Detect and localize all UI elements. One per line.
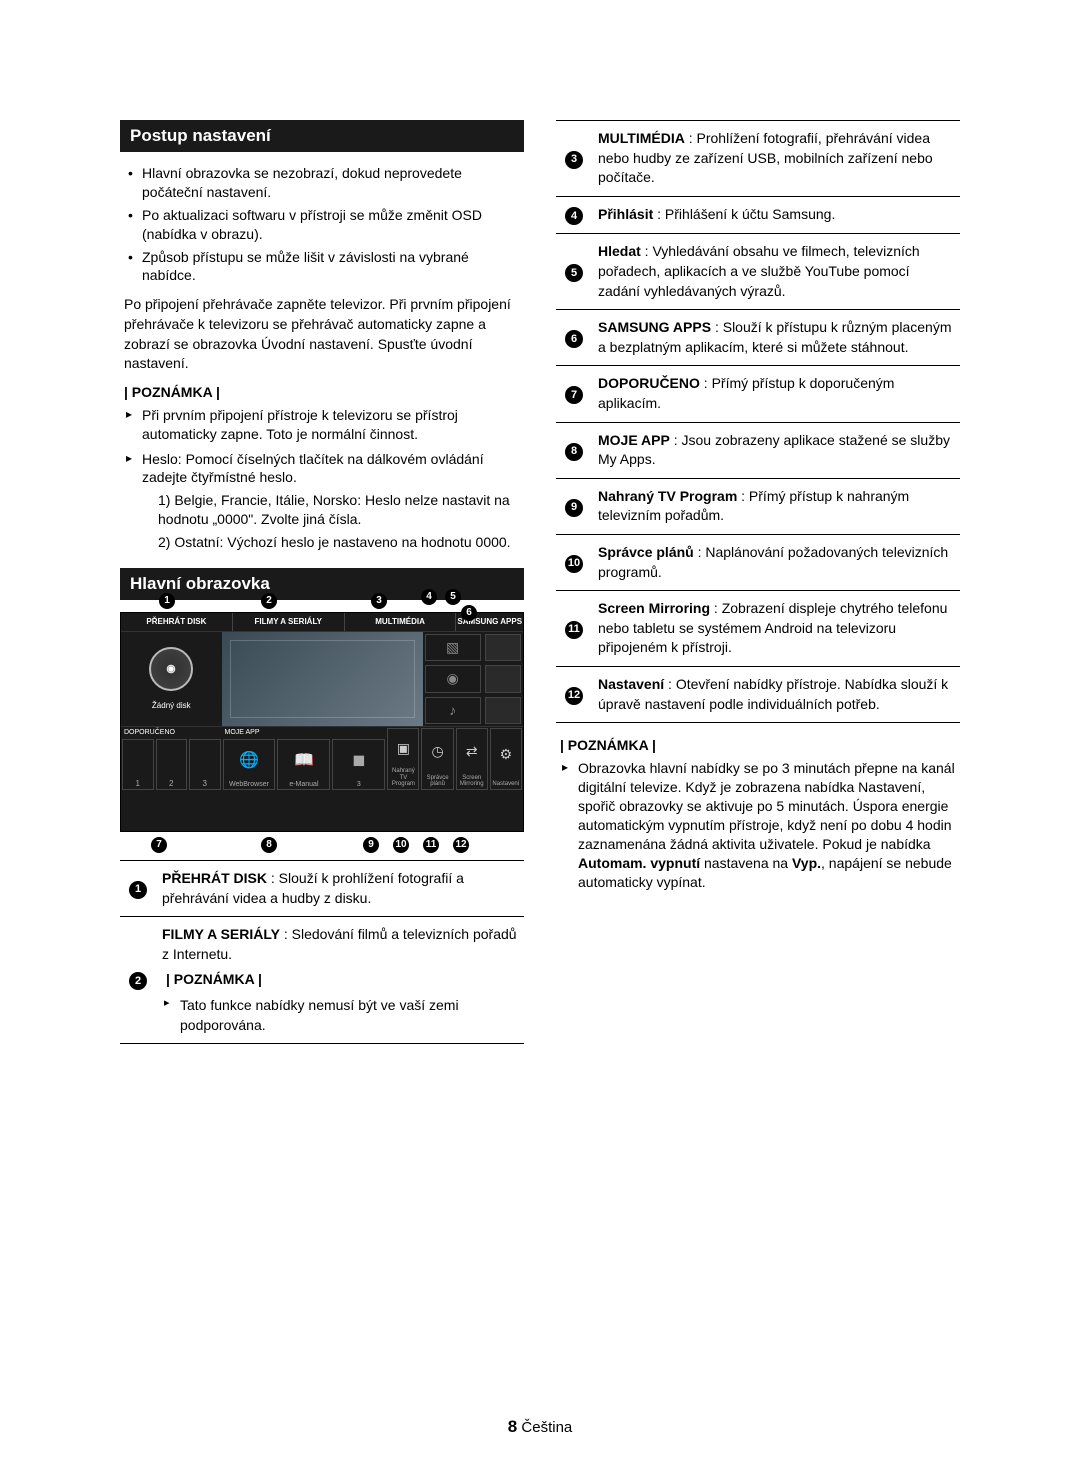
num-badge: 8 [565,443,583,461]
callout-12: 12 [453,837,469,853]
right-note-list: Obrazovka hlavní nabídky se po 3 minutác… [556,759,960,891]
num-badge: 1 [129,881,147,899]
table-row: 5 Hledat : Vyhledávání obsahu ve filmech,… [556,234,960,310]
right-column: 3 MULTIMÉDIA : Prohlížení fotografií, pře… [556,120,960,1044]
subnote: 1) Belgie, Francie, Itálie, Norsko: Hesl… [158,491,524,529]
page-footer: 8 Čeština [0,1417,1080,1437]
num-badge: 2 [129,972,147,990]
num-badge: 12 [565,687,583,705]
callout-4: 4 [421,589,437,605]
num-badge: 6 [565,330,583,348]
def-text: Screen Mirroring : Zobrazení displeje ch… [592,591,960,667]
def-text: SAMSUNG APPS : Slouží k přístupu k různý… [592,310,960,366]
callout-1: 1 [159,593,175,609]
left-def-table: 1 PŘEHRÁT DISK : Slouží k prohlížení fot… [120,860,524,1044]
right-note-label: | POZNÁMKA | [560,737,960,753]
def-text: MULTIMÉDIA : Prohlížení fotografií, přeh… [592,121,960,197]
num-cell: 1 [120,860,156,916]
callout-9: 9 [363,837,379,853]
num-badge: 11 [565,621,583,639]
home-screen-mock: PŘEHRÁT DISK FILMY A SERIÁLY MULTIMÉDIA … [120,612,524,832]
section1-paragraph: Po připojení přehrávače zapněte televizo… [124,295,520,373]
subnote: 2) Ostatní: Výchozí heslo je nastaveno n… [158,533,524,552]
callout-8: 8 [261,837,277,853]
section1-title: Postup nastavení [120,120,524,152]
table-row: 9 Nahraný TV Program : Přímý přístup k na… [556,478,960,534]
def-text: MOJE APP : Jsou zobrazeny aplikace staže… [592,422,960,478]
table-row: 3 MULTIMÉDIA : Prohlížení fotografií, pře… [556,121,960,197]
table-row: 1 PŘEHRÁT DISK : Slouží k prohlížení fot… [120,860,524,916]
num-badge: 7 [565,386,583,404]
note-item: Heslo: Pomocí číselných tlačítek na dálk… [142,450,524,552]
note-subitems: 1) Belgie, Francie, Itálie, Norsko: Hesl… [142,491,524,552]
page-language: Čeština [521,1419,572,1436]
callout-markers: 1 2 3 4 5 6 7 8 9 10 11 12 [121,613,523,831]
bullet: Hlavní obrazovka se nezobrazí, dokud nep… [142,164,524,202]
callout-6: 6 [461,605,477,621]
section1-bullets: Hlavní obrazovka se nezobrazí, dokud nep… [120,164,524,285]
def-text: Hledat : Vyhledávání obsahu ve filmech, … [592,234,960,310]
table-row: 2 FILMY A SERIÁLY : Sledování filmů a te… [120,917,524,1044]
page-number: 8 [508,1417,517,1436]
right-note-text: Obrazovka hlavní nabídky se po 3 minutác… [578,759,960,891]
num-cell: 2 [120,917,156,1044]
section1-notes: Při prvním připojení přístroje k televiz… [120,406,524,552]
num-badge: 5 [565,264,583,282]
def-text: FILMY A SERIÁLY : Sledování filmů a tele… [156,917,524,1044]
bullet: Po aktualizaci softwaru v přístroji se m… [142,206,524,244]
callout-2: 2 [261,593,277,609]
callout-10: 10 [393,837,409,853]
table-row: 6 SAMSUNG APPS : Slouží k přístupu k různ… [556,310,960,366]
def-text: Nahraný TV Program : Přímý přístup k nah… [592,478,960,534]
num-badge: 3 [565,151,583,169]
num-badge: 4 [565,207,583,225]
table-row: 8 MOJE APP : Jsou zobrazeny aplikace staž… [556,422,960,478]
table-row: 12 Nastavení : Otevření nabídky přístroje… [556,666,960,722]
callout-3: 3 [371,593,387,609]
note-text: Heslo: Pomocí číselných tlačítek na dálk… [142,451,484,486]
left-column: Postup nastavení Hlavní obrazovka se nez… [120,120,524,1044]
note-item: Při prvním připojení přístroje k televiz… [142,406,524,444]
def-text: DOPORUČENO : Přímý přístup k doporučeným… [592,366,960,422]
table-row: 7 DOPORUČENO : Přímý přístup k doporučený… [556,366,960,422]
def-text: Přihlásit : Přihlášení k účtu Samsung. [592,196,960,234]
table-row: 4 Přihlásit : Přihlášení k účtu Samsung. [556,196,960,234]
table-row: 10 Správce plánů : Naplánování požadovaný… [556,535,960,591]
bullet: Způsob přístupu se může lišit v závislos… [142,248,524,286]
num-badge: 10 [565,555,583,573]
page-columns: Postup nastavení Hlavní obrazovka se nez… [120,120,960,1044]
right-def-table: 3 MULTIMÉDIA : Prohlížení fotografií, pře… [556,120,960,723]
table-row: 11 Screen Mirroring : Zobrazení displeje … [556,591,960,667]
section2-title: Hlavní obrazovka [120,568,524,600]
num-badge: 9 [565,499,583,517]
def-text: PŘEHRÁT DISK : Slouží k prohlížení fotog… [156,860,524,916]
callout-7: 7 [151,837,167,853]
callout-11: 11 [423,837,439,853]
def-text: Nastavení : Otevření nabídky přístroje. … [592,666,960,722]
def-text: Správce plánů : Naplánování požadovaných… [592,535,960,591]
note-label: | POZNÁMKA | [124,384,524,400]
callout-5: 5 [445,589,461,605]
